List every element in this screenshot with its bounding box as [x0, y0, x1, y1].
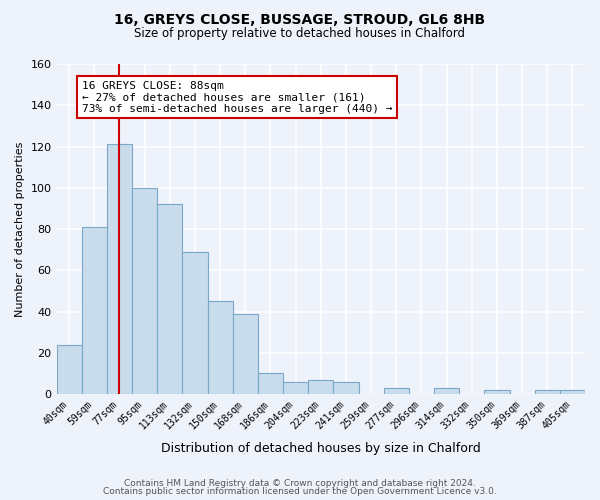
Bar [484, 390, 509, 394]
Text: Contains HM Land Registry data © Crown copyright and database right 2024.: Contains HM Land Registry data © Crown c… [124, 478, 476, 488]
Bar [82, 227, 107, 394]
Bar [132, 188, 157, 394]
Y-axis label: Number of detached properties: Number of detached properties [15, 142, 25, 316]
Bar [308, 380, 334, 394]
Bar [258, 374, 283, 394]
Bar [434, 388, 459, 394]
Bar [535, 390, 560, 394]
Bar [208, 301, 233, 394]
Bar [334, 382, 359, 394]
Bar [283, 382, 308, 394]
Bar [233, 314, 258, 394]
Bar [157, 204, 182, 394]
Bar [182, 252, 208, 394]
Bar [107, 144, 132, 394]
Text: Size of property relative to detached houses in Chalford: Size of property relative to detached ho… [134, 28, 466, 40]
Text: 16, GREYS CLOSE, BUSSAGE, STROUD, GL6 8HB: 16, GREYS CLOSE, BUSSAGE, STROUD, GL6 8H… [115, 12, 485, 26]
Bar [383, 388, 409, 394]
Bar [56, 344, 82, 394]
Text: 16 GREYS CLOSE: 88sqm
← 27% of detached houses are smaller (161)
73% of semi-det: 16 GREYS CLOSE: 88sqm ← 27% of detached … [82, 80, 392, 114]
Bar [560, 390, 585, 394]
X-axis label: Distribution of detached houses by size in Chalford: Distribution of detached houses by size … [161, 442, 481, 455]
Text: Contains public sector information licensed under the Open Government Licence v3: Contains public sector information licen… [103, 487, 497, 496]
